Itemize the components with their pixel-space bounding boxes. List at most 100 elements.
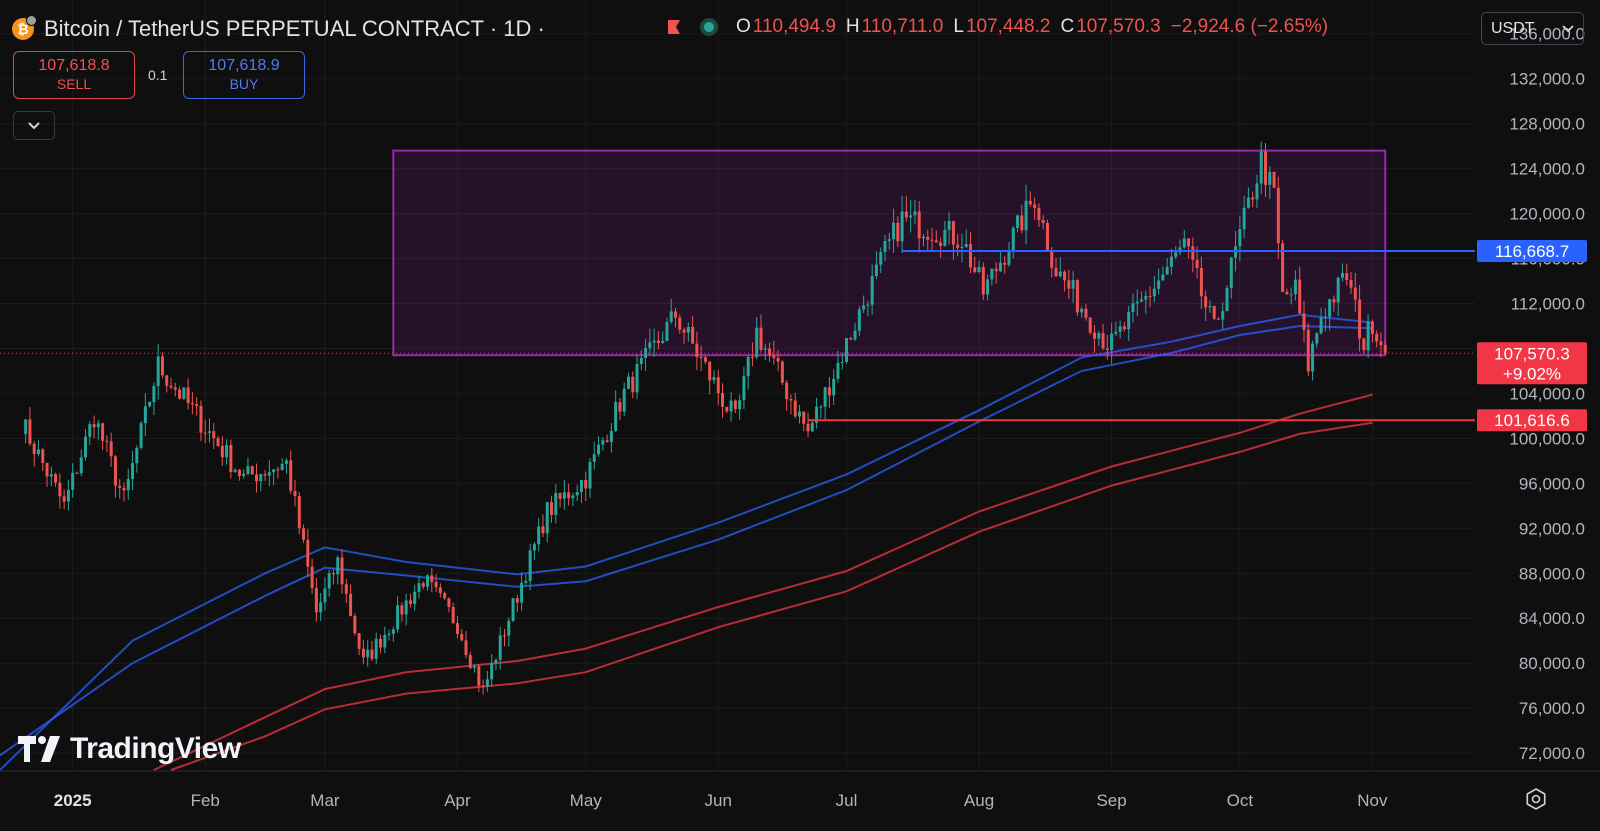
horizontal-levels-layer [0, 250, 1475, 422]
candle-body [1157, 280, 1161, 289]
candle-body [353, 615, 357, 634]
candle-body [819, 406, 823, 408]
x-tick-label: Jul [836, 791, 858, 810]
candle-body [105, 440, 109, 442]
candle-body [71, 472, 75, 490]
candle-body [507, 620, 511, 636]
price-label-text: 107,570.3 [1494, 344, 1570, 363]
close-key: C [1060, 16, 1075, 37]
candle-body [306, 539, 310, 567]
candle-body [1229, 257, 1233, 289]
candle-body [746, 357, 750, 377]
candle-body [558, 493, 562, 499]
candle-body [866, 304, 870, 306]
candle-body [400, 605, 404, 615]
candle-body [862, 305, 866, 310]
candle-body [827, 387, 831, 396]
candle-body [1353, 287, 1357, 300]
candle-body [195, 404, 199, 406]
candle-body [721, 393, 725, 407]
candle-body [1067, 280, 1071, 289]
candle-body [1332, 299, 1336, 303]
candle-body [417, 583, 421, 592]
candle-body [233, 469, 237, 473]
low-key: L [953, 16, 964, 37]
candle-body [54, 474, 58, 483]
candle-body [725, 406, 729, 412]
y-tick-label: 88,000.0 [1519, 564, 1585, 583]
candle-body [981, 267, 985, 295]
candle-body [118, 485, 122, 488]
candle-body [426, 575, 430, 587]
settings-icon[interactable] [1525, 788, 1547, 810]
candle-body [656, 340, 660, 344]
candle-body [1182, 238, 1186, 248]
sell-button[interactable]: 107,618.8 SELL [13, 51, 135, 99]
candle-body [900, 211, 904, 242]
candle-body [1071, 280, 1075, 289]
candle-body [455, 623, 459, 634]
candle-body [225, 444, 229, 458]
candle-body [75, 472, 79, 474]
candle-body [934, 240, 938, 243]
candle-body [652, 340, 656, 343]
candle-body [327, 573, 331, 589]
candle-body [1208, 305, 1212, 308]
logo-text: TradingView [70, 732, 241, 765]
candle-body [768, 348, 772, 356]
x-tick-label: Aug [964, 791, 994, 810]
candle-body [131, 463, 135, 479]
candle-body [742, 376, 746, 401]
candle-body [1080, 308, 1084, 313]
flag-icon[interactable] [666, 19, 682, 35]
candle-body [1140, 299, 1144, 302]
candle-body [515, 598, 519, 603]
candle-body [699, 356, 703, 358]
candle-body [695, 343, 699, 357]
candle-body [1058, 271, 1062, 277]
candle-body [1178, 247, 1182, 253]
candles-layer [24, 141, 1387, 695]
candle-body [1003, 262, 1007, 265]
candle-body [1127, 312, 1131, 330]
candle-body [1152, 288, 1156, 297]
candle-body [1110, 333, 1114, 350]
order-quantity[interactable]: 0.1 [148, 67, 168, 83]
candle-body [1225, 288, 1229, 312]
x-tick-label: Nov [1357, 791, 1388, 810]
open-value: 110,494.9 [752, 16, 836, 37]
candle-body [1328, 299, 1332, 317]
candle-body [892, 222, 896, 240]
candle-body [887, 239, 891, 242]
y-tick-label: 80,000.0 [1519, 654, 1585, 673]
candle-body [36, 449, 40, 455]
candle-body [1383, 345, 1387, 354]
market-status-icon[interactable] [700, 18, 718, 36]
candle-body [391, 629, 395, 634]
candle-body [113, 456, 117, 486]
candle-body [930, 239, 934, 241]
candle-body [964, 244, 968, 247]
candle-body [789, 399, 793, 401]
candle-body [1011, 227, 1015, 253]
x-tick-label: Oct [1227, 791, 1254, 810]
symbol-header[interactable]: ₿ Bitcoin / TetherUS PERPETUAL CONTRACT … [12, 14, 545, 44]
range-box-layer [392, 149, 1387, 357]
candle-body [246, 466, 250, 474]
collapse-button[interactable] [13, 111, 55, 140]
candle-body [443, 593, 447, 599]
candle-body [712, 377, 716, 381]
candle-body [220, 445, 224, 458]
candle-body [1319, 317, 1323, 334]
candle-body [152, 386, 156, 403]
candle-body [1097, 333, 1101, 339]
candle-body [870, 276, 874, 305]
candle-body [785, 382, 789, 400]
candle-body [973, 267, 977, 272]
candle-body [297, 496, 301, 529]
candle-body [186, 387, 190, 404]
candle-body [755, 327, 759, 358]
buy-button[interactable]: 107,618.9 BUY [183, 51, 305, 99]
currency-select[interactable]: USDT [1481, 12, 1584, 45]
